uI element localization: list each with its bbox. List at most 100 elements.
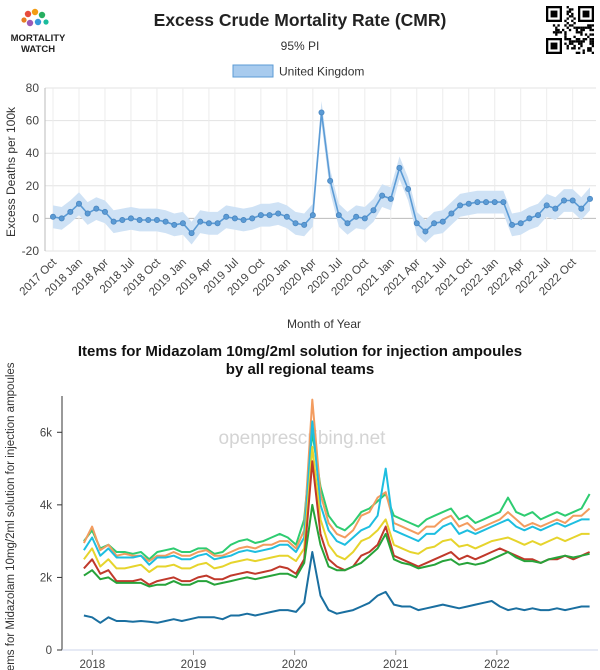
cmr-data-point[interactable] xyxy=(474,199,481,206)
cmr-data-point[interactable] xyxy=(483,199,490,206)
cmr-data-point[interactable] xyxy=(214,220,221,227)
qr-code-icon xyxy=(546,6,594,54)
cmr-data-point[interactable] xyxy=(379,192,386,199)
cmr-data-point[interactable] xyxy=(396,164,403,171)
cmr-data-point[interactable] xyxy=(188,230,195,237)
cmr-data-point[interactable] xyxy=(465,200,472,207)
cmr-data-point[interactable] xyxy=(344,220,351,227)
midazolam-series-line[interactable] xyxy=(83,551,590,624)
cmr-data-point[interactable] xyxy=(422,228,429,235)
cmr-data-point[interactable] xyxy=(93,205,100,212)
cmr-data-point[interactable] xyxy=(587,195,594,202)
midazolam-chart-subtitle: by all regional teams xyxy=(226,361,374,378)
cmr-data-point[interactable] xyxy=(491,199,498,206)
cmr-data-point[interactable] xyxy=(58,215,65,222)
midazolam-x-tick-label: 2022 xyxy=(484,659,510,670)
cmr-data-point[interactable] xyxy=(136,217,143,224)
cmr-data-point[interactable] xyxy=(266,212,273,219)
cmr-data-point[interactable] xyxy=(543,202,550,209)
cmr-data-point[interactable] xyxy=(448,210,455,217)
midazolam-series-line[interactable] xyxy=(83,420,590,566)
cmr-legend-swatch xyxy=(232,64,274,78)
cmr-data-point[interactable] xyxy=(257,212,264,219)
midazolam-x-ticks: 2018 2019 2020 2021 2022 xyxy=(80,650,510,670)
midazolam-series-line[interactable] xyxy=(83,503,590,588)
cmr-data-point[interactable] xyxy=(431,220,438,227)
cmr-y-tick-label: 40 xyxy=(26,146,40,160)
midazolam-x-tick-label: 2018 xyxy=(80,659,106,670)
cmr-data-point[interactable] xyxy=(179,220,186,227)
cmr-y-tick-label: 60 xyxy=(26,114,40,128)
cmr-y-axis-label: Excess Deaths per 100k xyxy=(4,106,18,237)
cmr-data-point[interactable] xyxy=(162,218,169,225)
midazolam-series-line[interactable] xyxy=(83,460,591,586)
cmr-data-point[interactable] xyxy=(240,217,247,224)
cmr-data-point[interactable] xyxy=(335,212,342,219)
cmr-points xyxy=(50,109,594,237)
midazolam-y-tick-label: 0 xyxy=(46,645,52,657)
cmr-data-point[interactable] xyxy=(275,210,282,217)
cmr-data-point[interactable] xyxy=(205,220,212,227)
midazolam-chart: Items for Midazolam 10mg/2ml solution fo… xyxy=(5,343,598,670)
midazolam-chart-title: Items for Midazolam 10mg/2ml solution fo… xyxy=(78,343,522,360)
cmr-data-point[interactable] xyxy=(569,197,576,204)
cmr-data-point[interactable] xyxy=(517,220,524,227)
logo-text-line2: WATCH xyxy=(21,44,55,54)
cmr-data-point[interactable] xyxy=(535,212,542,219)
cmr-legend[interactable]: United Kingdom xyxy=(232,64,364,79)
cmr-data-point[interactable] xyxy=(457,202,464,209)
midazolam-series-line[interactable] xyxy=(83,431,591,561)
cmr-data-point[interactable] xyxy=(318,109,325,116)
cmr-data-point[interactable] xyxy=(561,197,568,204)
midazolam-x-tick-label: 2021 xyxy=(383,659,409,670)
cmr-data-point[interactable] xyxy=(578,205,585,212)
cmr-data-point[interactable] xyxy=(127,215,134,222)
cmr-data-point[interactable] xyxy=(509,221,516,228)
cmr-data-point[interactable] xyxy=(231,215,238,222)
cmr-data-point[interactable] xyxy=(370,207,377,214)
cmr-chart-subtitle: 95% PI xyxy=(281,39,320,53)
cmr-data-point[interactable] xyxy=(405,186,412,193)
cmr-data-point[interactable] xyxy=(327,177,334,184)
cmr-y-ticks: -20 0 20 40 60 80 xyxy=(22,81,40,258)
cmr-data-point[interactable] xyxy=(119,217,126,224)
cmr-data-point[interactable] xyxy=(171,221,178,228)
cmr-x-axis-label: Month of Year xyxy=(287,317,361,331)
cmr-y-tick-label: 80 xyxy=(26,81,40,95)
cmr-data-point[interactable] xyxy=(387,195,394,202)
cmr-data-point[interactable] xyxy=(110,218,117,225)
cmr-data-point[interactable] xyxy=(84,210,91,217)
midazolam-series xyxy=(83,398,591,624)
cmr-data-point[interactable] xyxy=(283,213,290,220)
cmr-data-point[interactable] xyxy=(309,212,316,219)
cmr-data-point[interactable] xyxy=(101,208,108,215)
cmr-chart-title: Excess Crude Mortality Rate (CMR) xyxy=(154,10,447,30)
cmr-data-point[interactable] xyxy=(249,215,256,222)
midazolam-series-line[interactable] xyxy=(83,398,591,563)
cmr-y-tick-label: 20 xyxy=(26,179,40,193)
cmr-data-point[interactable] xyxy=(292,220,299,227)
cmr-data-point[interactable] xyxy=(67,208,74,215)
cmr-data-point[interactable] xyxy=(223,213,230,220)
cmr-data-point[interactable] xyxy=(153,217,160,224)
cmr-data-point[interactable] xyxy=(50,213,57,220)
midazolam-series-line[interactable] xyxy=(83,445,590,573)
cmr-data-point[interactable] xyxy=(439,218,446,225)
cmr-y-tick-label: -20 xyxy=(22,244,40,258)
cmr-data-point[interactable] xyxy=(197,218,204,225)
midazolam-y-tick-label: 4k xyxy=(40,500,52,512)
cmr-data-point[interactable] xyxy=(75,200,82,207)
logo-text-line1: MORTALITY xyxy=(11,33,66,44)
cmr-data-point[interactable] xyxy=(526,215,533,222)
cmr-data-point[interactable] xyxy=(413,220,420,227)
cmr-data-point[interactable] xyxy=(301,221,308,228)
cmr-legend-label: United Kingdom xyxy=(279,65,364,79)
midazolam-y-tick-label: 6k xyxy=(40,427,52,439)
cmr-chart: Excess Crude Mortality Rate (CMR) 95% PI… xyxy=(4,10,596,331)
cmr-data-point[interactable] xyxy=(353,213,360,220)
cmr-data-point[interactable] xyxy=(145,217,152,224)
cmr-data-point[interactable] xyxy=(552,205,559,212)
midazolam-x-tick-label: 2019 xyxy=(181,659,207,670)
cmr-data-point[interactable] xyxy=(361,215,368,222)
cmr-data-point[interactable] xyxy=(500,199,507,206)
